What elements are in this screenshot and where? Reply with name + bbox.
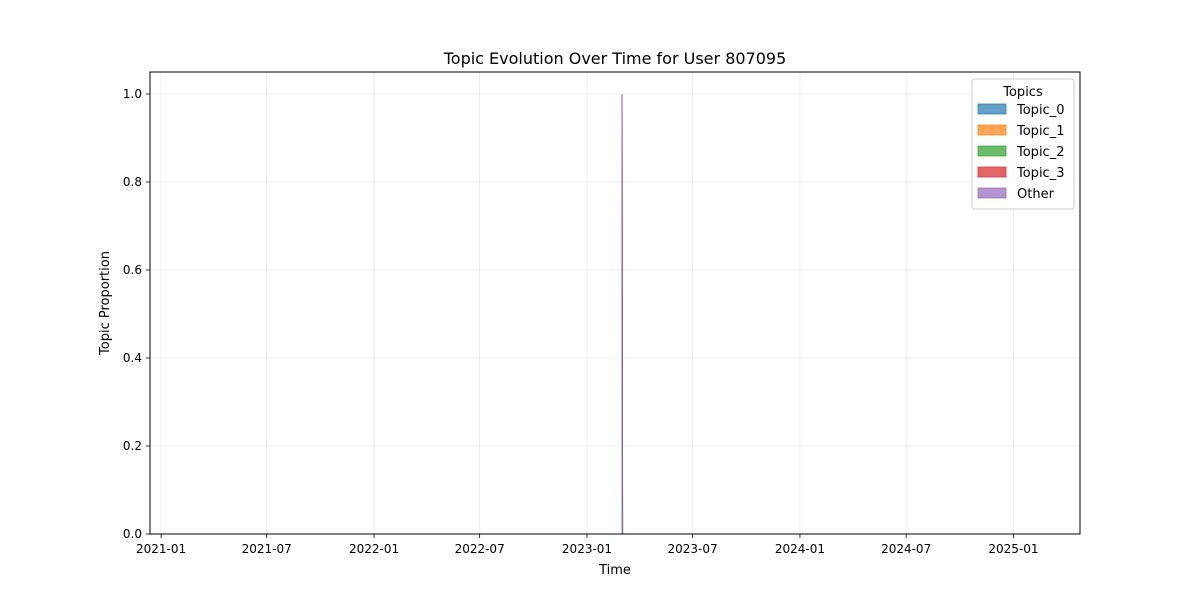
x-tick-label: 2024-07 bbox=[881, 542, 931, 556]
x-axis-ticks: 2021-01 2021-07 2022-01 2022-07 2023-01 2023-… bbox=[136, 534, 1039, 556]
x-tick-label: 2022-07 bbox=[455, 542, 505, 556]
y-tick-label: 0.2 bbox=[123, 439, 142, 453]
y-axis-label: Topic Proportion bbox=[98, 251, 113, 356]
plot-area-frame bbox=[149, 71, 1081, 535]
legend-swatch-topic-1 bbox=[977, 124, 1007, 136]
y-axis-ticks: 0.0 0.2 0.4 0.6 0.8 1.0 bbox=[123, 87, 150, 541]
y-tick-label: 0.4 bbox=[123, 351, 142, 365]
legend-swatch-topic-3 bbox=[977, 166, 1007, 178]
legend-label-topic-3: Topic_3 bbox=[1016, 166, 1064, 181]
legend-swatch-topic-2 bbox=[977, 145, 1007, 157]
stacked-areas bbox=[621, 93, 624, 535]
x-axis-label: Time bbox=[598, 563, 631, 578]
x-tick-label: 2023-07 bbox=[668, 542, 718, 556]
x-tick-label: 2023-01 bbox=[562, 542, 612, 556]
y-tick-label: 1.0 bbox=[123, 87, 142, 101]
legend-swatch-other bbox=[977, 187, 1007, 199]
legend-items: Topic_0 Topic_1 Topic_2 Topic_3 Other bbox=[977, 103, 1064, 202]
area-other bbox=[621, 93, 624, 535]
legend-swatch-topic-0 bbox=[977, 103, 1007, 115]
x-tick-label: 2021-01 bbox=[136, 542, 186, 556]
legend-label-topic-0: Topic_0 bbox=[1016, 103, 1064, 118]
legend-title: Topics bbox=[1002, 85, 1043, 100]
x-tick-label: 2024-01 bbox=[775, 542, 825, 556]
legend-label-other: Other bbox=[1017, 187, 1055, 202]
chart-title: Topic Evolution Over Time for User 80709… bbox=[443, 49, 787, 68]
legend-label-topic-1: Topic_1 bbox=[1016, 124, 1064, 139]
y-tick-label: 0.6 bbox=[123, 263, 142, 277]
x-tick-label: 2025-01 bbox=[988, 542, 1038, 556]
y-tick-label: 0.8 bbox=[123, 175, 142, 189]
legend: Topics Topic_0 Topic_1 Topic_2 Topic_3 Other bbox=[971, 78, 1075, 210]
legend-label-topic-2: Topic_2 bbox=[1016, 145, 1064, 160]
y-tick-label: 0.0 bbox=[123, 527, 142, 541]
x-tick-label: 2021-07 bbox=[242, 542, 292, 556]
x-tick-label: 2022-01 bbox=[349, 542, 399, 556]
